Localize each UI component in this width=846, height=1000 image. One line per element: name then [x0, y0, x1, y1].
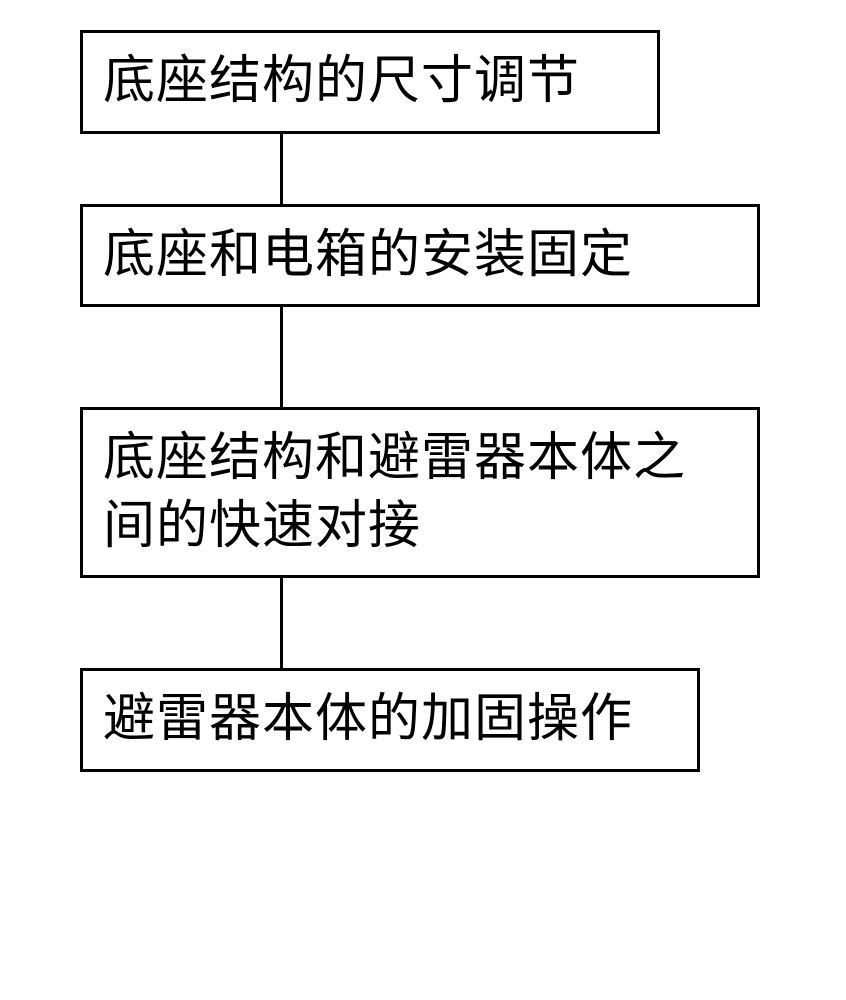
connector-3-4	[280, 578, 283, 668]
flowchart-container: 底座结构的尺寸调节 底座和电箱的安装固定 底座结构和避雷器本体之间的快速对接 避…	[80, 30, 766, 772]
connector-1-2	[280, 134, 283, 204]
step-label: 底座结构的尺寸调节	[103, 48, 580, 116]
step-label: 底座结构和避雷器本体之间的快速对接	[103, 425, 737, 560]
flowchart-step-2: 底座和电箱的安装固定	[80, 204, 760, 308]
flowchart-step-1: 底座结构的尺寸调节	[80, 30, 660, 134]
step-label: 避雷器本体的加固操作	[103, 686, 633, 754]
flowchart-step-4: 避雷器本体的加固操作	[80, 668, 700, 772]
step-label: 底座和电箱的安装固定	[103, 222, 633, 290]
connector-2-3	[280, 307, 283, 407]
flowchart-step-3: 底座结构和避雷器本体之间的快速对接	[80, 407, 760, 578]
